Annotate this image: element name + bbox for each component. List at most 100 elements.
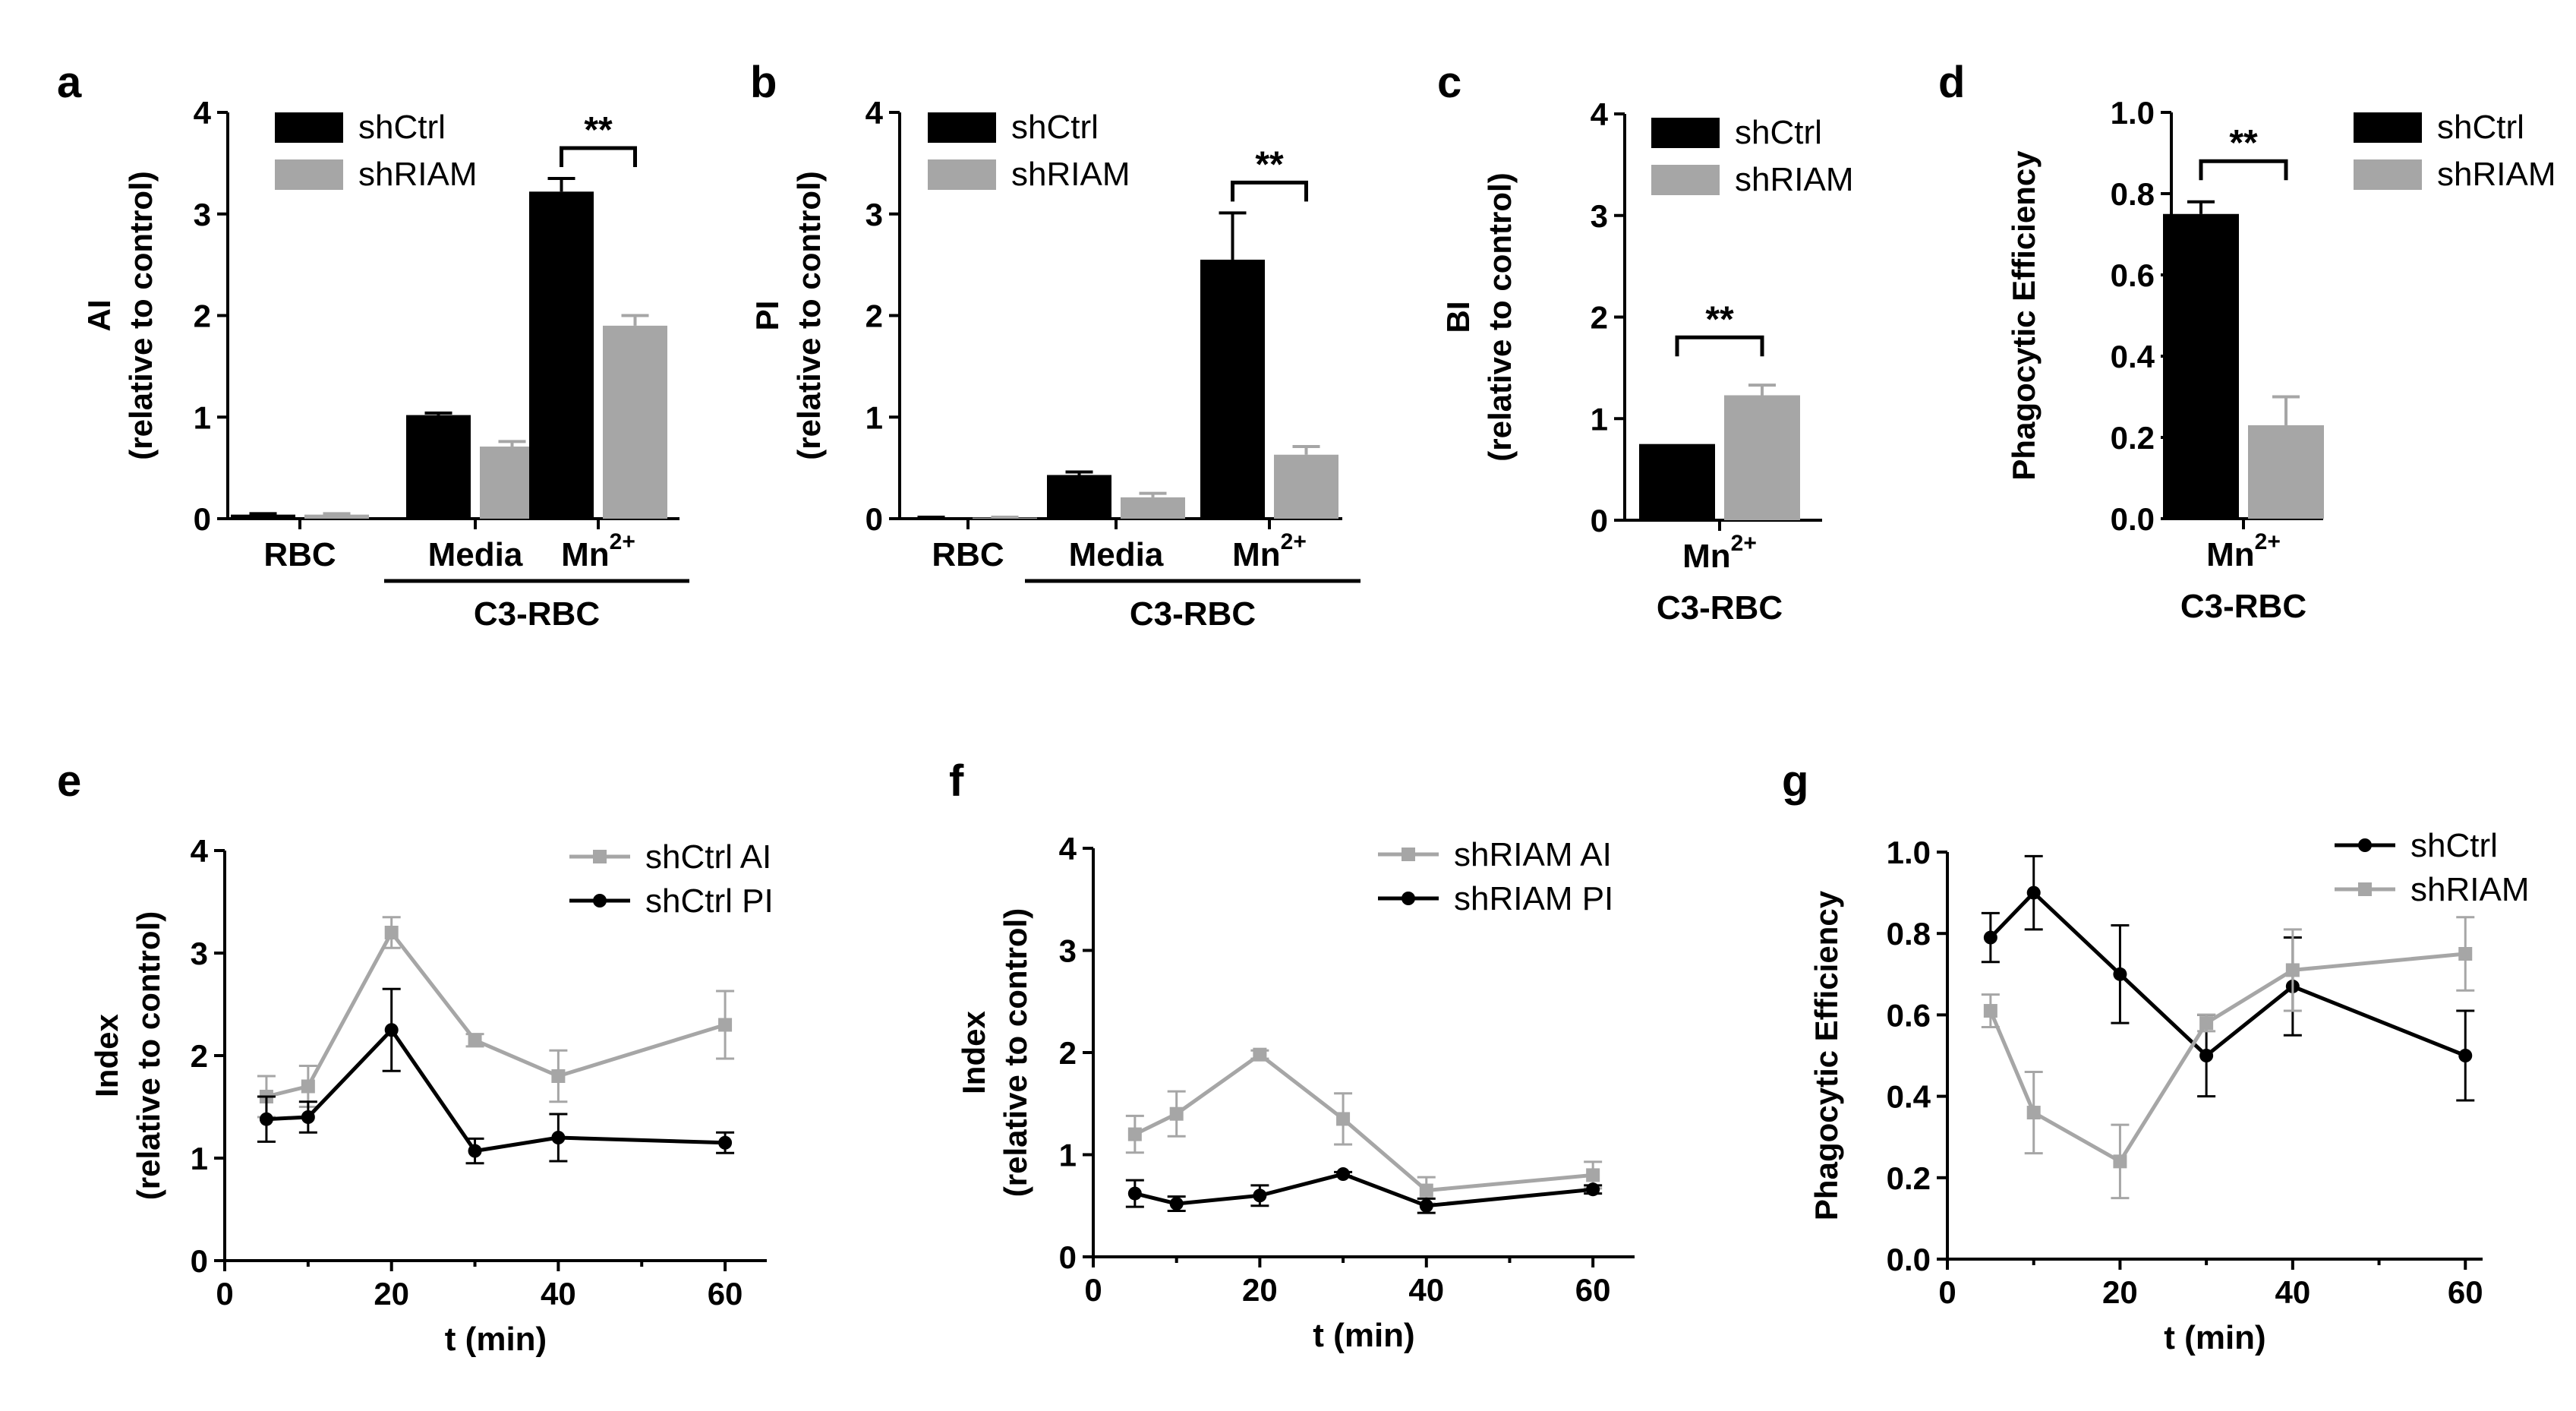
legend-label-shRIAM: shRIAM [2437,156,2556,193]
significance-label-b: ** [1255,144,1284,185]
significance-label-a: ** [584,110,613,150]
category-text: Mn [1682,538,1731,575]
data-point-shCtrl AI [468,1033,482,1047]
x-tick-label-f: 20 [1242,1272,1278,1308]
y-tick-label-e: 4 [191,833,209,869]
y-tick-label-f: 3 [1059,933,1077,969]
plot-c: 0 1 2 3 4 BI (relative to control) Mn2+ C3-RBC **… [1440,96,1853,627]
data-point-shRIAM AI [1169,1106,1184,1121]
data-point-shRIAM AI [1586,1168,1600,1182]
bar-shCtrl [2163,213,2239,519]
y-tick-label-e: 2 [191,1038,208,1074]
panel-letter-f: f [949,756,964,806]
data-point-shCtrl AI [384,926,399,939]
data-point-shRIAM AI [1336,1112,1351,1126]
legend-swatch-shRIAM [1651,165,1720,195]
significance-label-c: ** [1705,299,1734,339]
data-point-shRIAM [2285,963,2300,977]
category-superscript: 2+ [1281,529,1307,554]
y-tick-label-g: 0.8 [1887,916,1931,952]
data-point-shRIAM AI [1419,1183,1433,1198]
x-tick-label-f: 40 [1408,1272,1444,1308]
significance-bracket-c [1675,335,1764,357]
x-tick-label-g: 20 [2102,1274,2138,1310]
x-category-label-b: Media [1069,536,1164,573]
x-tick-label-f: 0 [1084,1272,1102,1308]
legend-swatch-shRIAM [2354,159,2422,190]
legend-marker-shCtrl [2358,838,2372,852]
data-point-shCtrl [2026,885,2041,900]
data-point-shCtrl [1983,930,1997,945]
panel-letter-e: e [57,756,81,806]
data-point-shCtrl PI [384,1023,399,1037]
y-tick-label-d: 0.2 [2111,420,2155,456]
data-point-shCtrl [2199,1049,2214,1062]
x-tick-label-g: 40 [2275,1274,2310,1310]
legend-swatch-shCtrl [2354,112,2422,143]
y-tick-label-c: 3 [1591,198,1608,234]
y-tick-label-b: 2 [865,298,883,334]
x-tick-label-g: 60 [2448,1274,2483,1310]
legend-label-shCtrl: shCtrl [2437,109,2524,146]
plot-g: 0.0 0.2 0.4 0.6 0.8 1.0 Phagocytic Efficiency 0… [1808,827,2529,1356]
y-tick-label-d: 0.4 [2111,339,2155,374]
category-text: Media [428,536,523,573]
legend-label-shRIAM: shRIAM [358,156,477,193]
y-tick-label-a: 2 [194,298,211,334]
legend-label-shRIAM: shRIAM [1011,156,1130,193]
data-point-shCtrl PI [468,1144,482,1158]
data-point-shRIAM AI [1127,1127,1142,1141]
y-axis-title-g: Phagocytic Efficiency [1808,890,1844,1220]
x-tick-label-e: 60 [708,1276,743,1312]
legend-swatch-shCtrl [928,112,996,143]
group-label-c: C3-RBC [1657,589,1783,627]
bar-shCtrl [1639,444,1715,520]
data-point-shRIAM PI [1586,1182,1600,1197]
y-tick-label-g: 0.6 [1887,997,1931,1033]
bar-shRIAM [1724,395,1800,520]
y-axis-title-e: Index [89,1014,125,1097]
y-tick-label-b: 1 [865,399,883,435]
legend-swatch-shRIAM [928,159,996,190]
y-axis-subtitle-a: (relative to control) [123,171,159,459]
x-tick-label-f: 60 [1575,1272,1611,1308]
significance-bracket-b [1231,180,1308,202]
data-point-shRIAM AI [1253,1047,1267,1062]
category-superscript: 2+ [1731,531,1757,556]
significance-bracket-d [2199,159,2288,181]
category-text: RBC [932,536,1004,573]
data-point-shRIAM [2026,1106,2041,1120]
bar-shRIAM [1274,454,1338,519]
y-tick-label-f: 4 [1059,831,1077,866]
group-label-d: C3-RBC [2180,588,2306,625]
legend-swatch-shRIAM [275,159,343,190]
y-axis-title-f: Index [956,1011,992,1094]
panel-g: g 0.0 0.2 0.4 0.6 0.8 1.0 Phagocytic Efficienc… [1782,756,2529,1356]
x-tick-label-e: 20 [374,1276,409,1312]
legend-swatch-shCtrl [275,112,343,143]
bar-shRIAM [2248,425,2324,519]
y-tick-label-g: 0.0 [1887,1242,1931,1277]
panel-b: b 0 1 2 3 4 PI (relative to control) RBC Media Mn… [749,58,1361,633]
y-tick-label-d: 0.8 [2111,176,2155,212]
category-text: Mn [2206,536,2255,573]
bar-shRIAM [1121,497,1185,519]
legend-label-shCtrl: shCtrl [1735,114,1822,151]
x-category-label-a: RBC [263,536,336,573]
y-tick-label-d: 1.0 [2111,95,2155,131]
data-point-shCtrl AI [718,1018,733,1032]
series-line-shCtrl PI [266,1027,726,1154]
x-category-label-c: Mn2+ [1682,531,1757,575]
y-tick-label-e: 1 [191,1141,208,1176]
y-tick-label-a: 1 [194,399,211,435]
y-tick-label-f: 1 [1059,1138,1077,1173]
series-line-shRIAM [1988,952,2466,1164]
data-point-shRIAM PI [1336,1167,1351,1182]
data-point-shRIAM PI [1419,1198,1433,1213]
legend-swatch-shCtrl [1651,118,1720,148]
bar-shCtrl [1047,475,1111,519]
plot-e: 0 1 2 3 4 Index (relative to control) 0 20 40 60 t … [89,833,774,1358]
x-category-label-a: Media [428,536,523,573]
panel-a: a 0 1 2 3 4 AI (relative to control) RBC Media Mn… [57,58,689,633]
y-tick-label-g: 1.0 [1887,835,1931,870]
